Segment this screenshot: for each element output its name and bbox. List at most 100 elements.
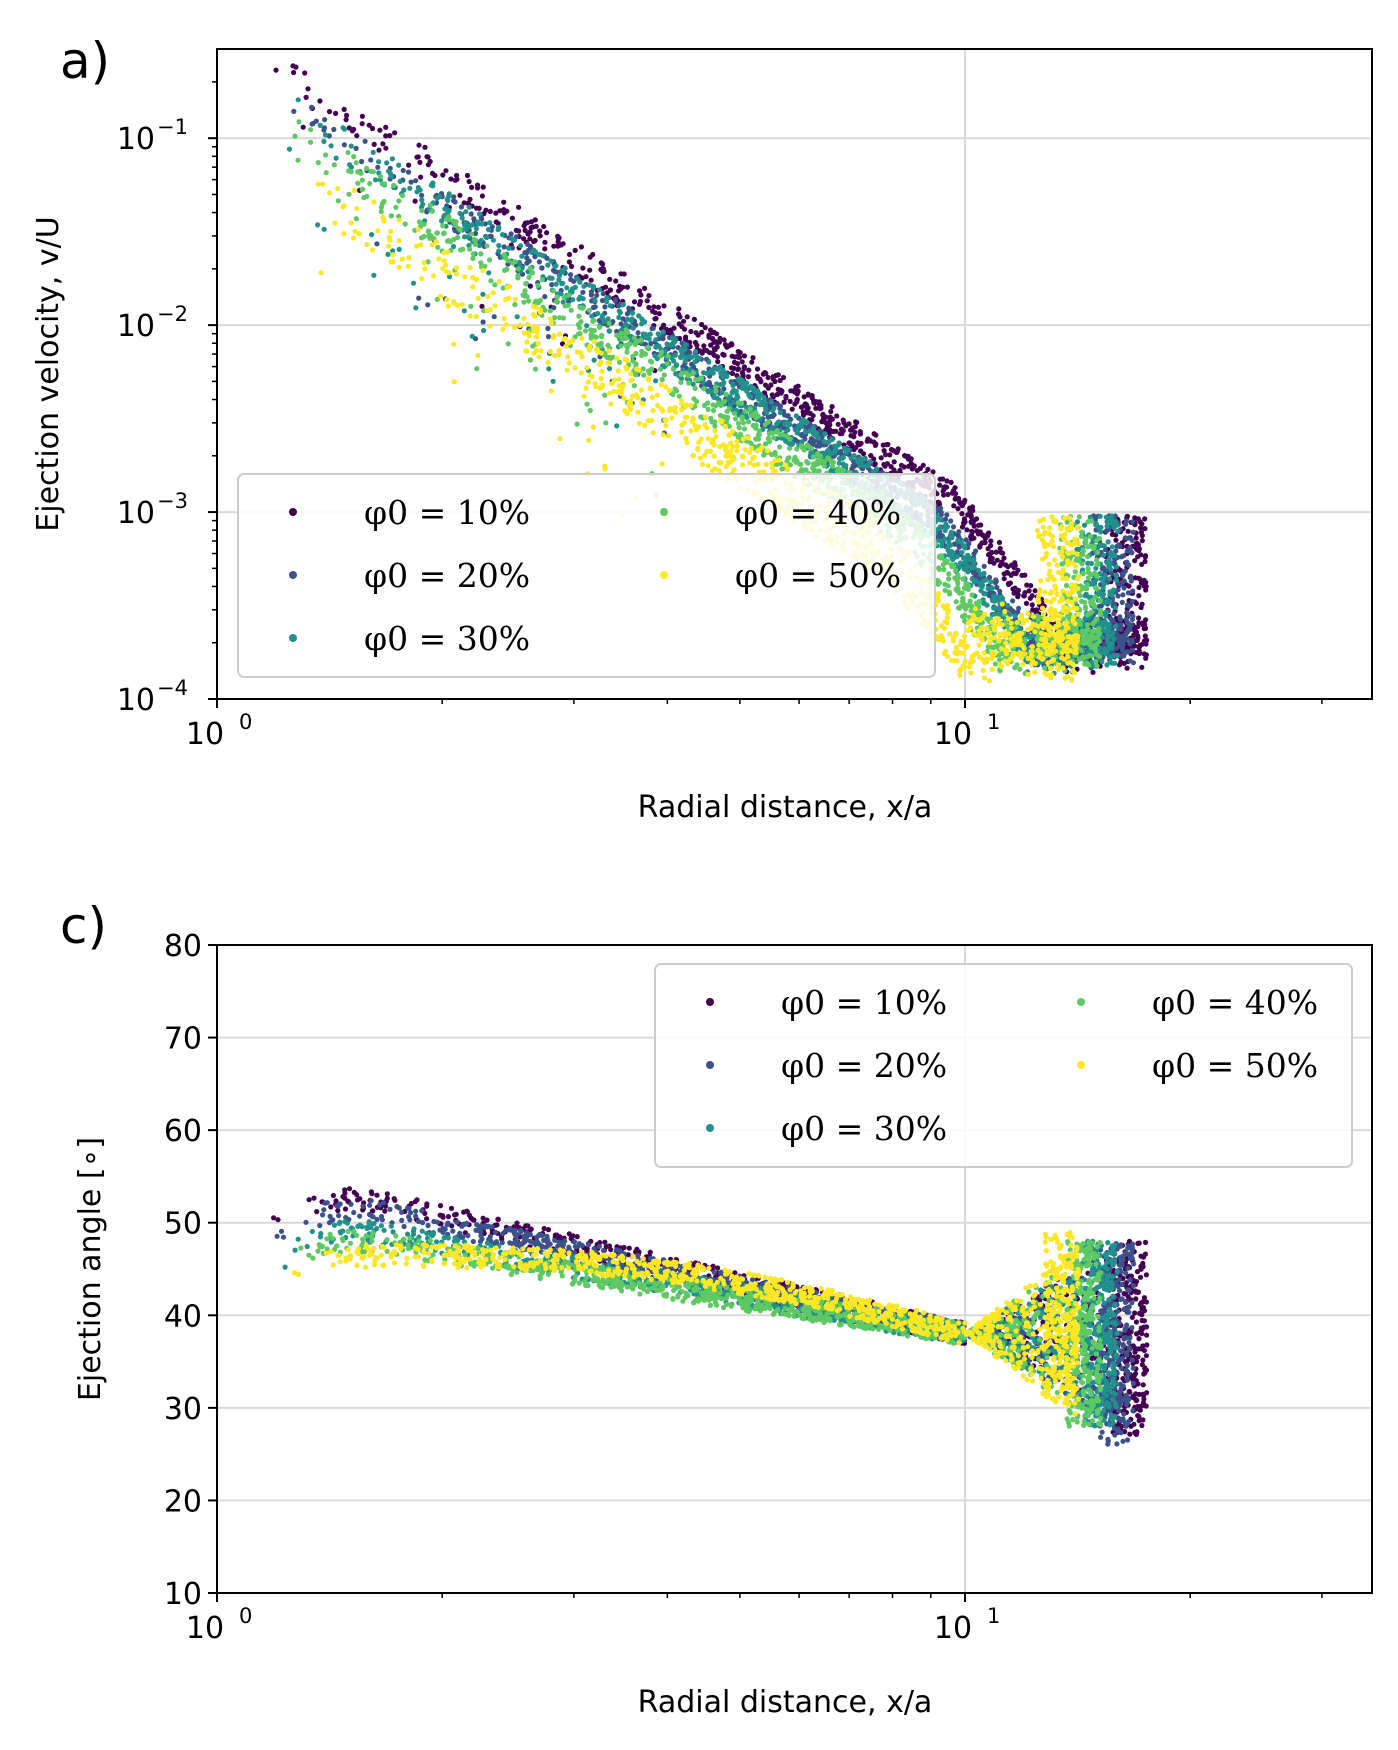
panel-a-point-series-3 (642, 331, 649, 337)
panel-a-point-series-1 (777, 387, 784, 393)
panel-a-point-series-3 (464, 226, 470, 232)
panel-a-point-series-1 (991, 560, 997, 566)
panel-a-point-series-3 (397, 178, 403, 184)
panel-a-point-series-2 (1117, 614, 1123, 620)
panel-a-point-series-5 (712, 466, 718, 472)
panel-a-point-series-4 (942, 558, 948, 564)
panel-a-point-series-1 (1139, 664, 1145, 671)
panel-a-point-series-5 (763, 461, 769, 467)
panel-a-point-series-4 (953, 599, 959, 605)
panel-a-point-series-4 (576, 313, 582, 319)
panel-a-point-series-2 (375, 164, 381, 170)
panel-a-point-series-4 (561, 294, 567, 300)
panel-a-point-series-4 (589, 328, 595, 334)
panel-a-point-series-4 (434, 230, 440, 236)
panel-a-point-series-5 (1002, 608, 1008, 615)
panel-a-point-series-2 (309, 121, 315, 127)
panel-a-point-series-4 (659, 377, 665, 383)
panel-a-point-series-1 (741, 353, 748, 359)
panel-a-point-series-3 (1107, 592, 1113, 598)
panel-a-point-series-5 (583, 385, 589, 391)
panel-a-point-series-3 (874, 466, 880, 472)
panel-a-point-series-3 (990, 598, 996, 604)
panel-a-point-series-2 (359, 158, 365, 165)
panel-a-point-series-3 (1104, 662, 1110, 668)
panel-a-point-series-2 (1015, 609, 1021, 615)
panel-a-point-series-2 (1119, 644, 1125, 650)
panel-a-point-series-1 (642, 285, 648, 291)
panel-a-point-series-1 (359, 121, 365, 127)
panel-a-point-series-4 (817, 453, 823, 459)
panel-a-point-series-4 (603, 420, 609, 426)
panel-a-point-series-1 (858, 448, 864, 454)
panel-a-point-series-1 (693, 330, 699, 336)
panel-a-point-series-5 (958, 666, 964, 672)
panel-a-point-series-4 (295, 157, 301, 163)
panel-a-point-series-4 (355, 169, 361, 175)
panel-a-point-series-3 (665, 342, 671, 348)
panel-a-point-series-1 (467, 196, 473, 202)
panel-a-point-series-5 (572, 365, 578, 371)
panel-a-point-series-5 (1065, 660, 1071, 666)
panel-a-point-series-2 (1122, 568, 1128, 574)
panel-a-point-series-4 (1096, 626, 1102, 632)
panel-a-point-series-1 (772, 378, 778, 385)
panel-a-point-series-2 (489, 224, 495, 230)
panel-a-point-series-1 (1012, 585, 1018, 591)
panel-a-point-series-1 (344, 112, 350, 118)
panel-a-point-series-4 (946, 589, 952, 595)
panel-a-point-series-1 (383, 145, 389, 151)
panel-a-point-series-4 (787, 445, 793, 451)
panel-a-point-series-3 (687, 367, 693, 373)
panel-a-point-series-3 (1108, 549, 1114, 555)
panel-a-point-series-1 (509, 215, 515, 221)
panel-a-point-series-3 (1093, 520, 1099, 526)
panel-a-point-series-1 (1029, 602, 1035, 608)
panel-a-point-series-2 (309, 104, 315, 110)
panel-a-point-series-5 (390, 252, 396, 258)
panel-a-point-series-1 (871, 456, 877, 462)
panel-a-point-series-3 (437, 193, 443, 199)
panel-a-point-series-3 (390, 248, 396, 254)
panel-a-point-series-4 (726, 423, 732, 429)
panel-a-point-series-1 (1133, 535, 1139, 541)
panel-a-point-series-3 (1107, 659, 1114, 665)
panel-a-point-series-4 (829, 463, 836, 469)
panel-a-point-series-3 (463, 209, 469, 215)
panel-a-point-series-3 (978, 588, 984, 594)
panel-a-point-series-1 (1136, 648, 1142, 654)
panel-a-point-series-5 (557, 436, 563, 442)
panel-a-point-series-4 (992, 661, 999, 667)
panel-a-point-series-3 (636, 313, 642, 319)
panel-a-point-series-4 (756, 432, 762, 438)
panel-a-point-series-4 (1087, 641, 1093, 648)
panel-a-point-series-3 (462, 222, 468, 228)
panel-a-point-series-4 (1086, 662, 1092, 668)
panel-a-point-series-1 (712, 347, 718, 353)
panel-a-point-series-4 (618, 343, 624, 349)
panel-a-point-series-5 (356, 231, 362, 237)
panel-a-point-series-1 (443, 168, 449, 174)
panel-a-point-series-4 (672, 386, 678, 392)
panel-a-point-series-4 (470, 251, 476, 257)
panel-a-point-series-3 (370, 149, 376, 155)
panel-a-point-series-1 (728, 341, 735, 347)
panel-a-point-series-5 (979, 625, 985, 631)
panel-a-point-series-1 (454, 172, 460, 179)
panel-a-point-series-4 (1090, 621, 1096, 627)
panel-a-point-series-1 (846, 440, 852, 446)
panel-a-point-series-5 (380, 214, 386, 221)
panel-a-point-series-5 (935, 595, 941, 601)
panel-a-point-series-3 (706, 359, 712, 365)
panel-a-point-series-2 (777, 406, 783, 412)
panel-a-point-series-1 (701, 343, 707, 349)
panel-a-point-series-5 (701, 452, 708, 458)
panel-a-point-series-3 (1081, 522, 1088, 528)
panel-a-point-series-3 (415, 184, 421, 191)
panel-a-point-series-4 (686, 380, 692, 386)
panel-a-point-series-1 (343, 117, 349, 123)
panel-a-point-series-2 (413, 178, 419, 184)
panel-a-point-series-1 (440, 172, 446, 178)
panel-a-point-series-1 (1005, 581, 1012, 587)
panel-a-point-series-4 (500, 285, 506, 291)
